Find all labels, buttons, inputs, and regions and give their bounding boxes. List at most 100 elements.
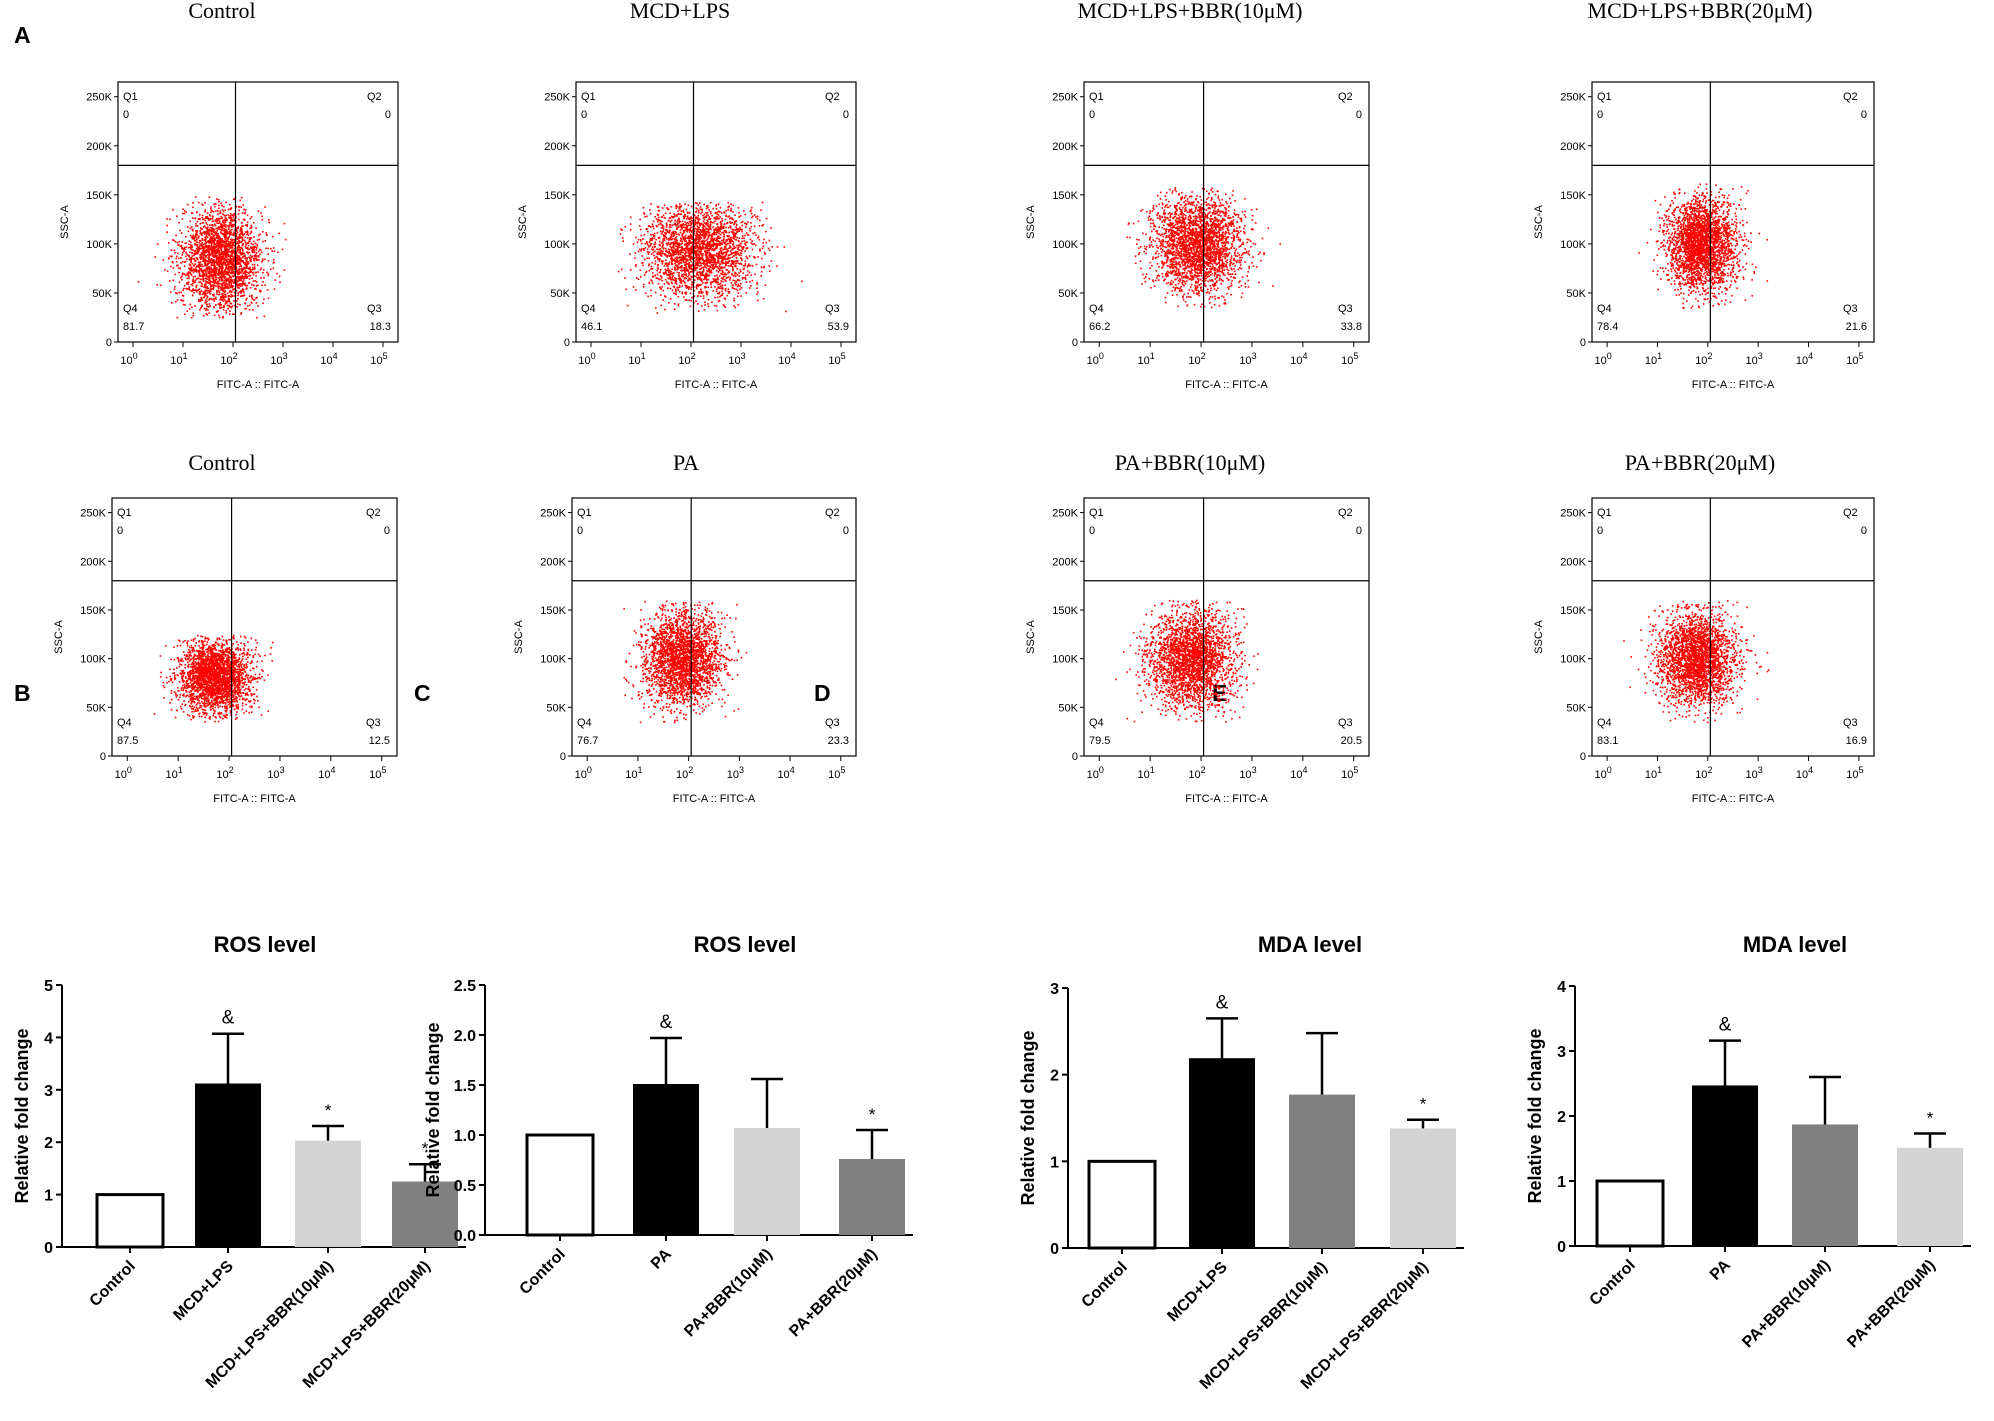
scatter-point (221, 289, 223, 292)
scatter-point (251, 256, 253, 259)
scatter-point (206, 251, 208, 253)
scatter-point (213, 262, 215, 265)
scatter-point (194, 244, 196, 246)
scatter-point (720, 252, 723, 254)
scatter-point (695, 244, 697, 247)
scatter-point (221, 228, 223, 231)
scatter-point (642, 264, 644, 267)
scatter-point (200, 247, 202, 250)
scatter-point (687, 243, 690, 246)
scatter-point (733, 305, 735, 307)
scatter-point (760, 270, 763, 273)
scatter-point (180, 262, 182, 264)
scatter-point (247, 272, 250, 275)
scatter-point (720, 287, 723, 290)
scatter-point (221, 217, 223, 219)
scatter-point (166, 224, 168, 227)
scatter-point (751, 265, 754, 267)
scatter-point (190, 226, 193, 228)
scatter-point (708, 242, 711, 245)
scatter-point (225, 241, 228, 243)
scatter-point (724, 230, 726, 232)
scatter-point (706, 262, 709, 265)
y-tick-label: 150K (86, 190, 112, 202)
scatter-point (666, 281, 668, 283)
scatter-point (195, 211, 198, 214)
scatter-point (678, 220, 680, 223)
scatter-point (226, 245, 229, 247)
scatter-point (690, 299, 692, 302)
scatter-point (689, 267, 692, 269)
scatter-point (667, 251, 670, 253)
scatter-point (202, 259, 204, 261)
scatter-point (679, 266, 682, 268)
scatter-point (670, 263, 673, 265)
scatter-point (243, 270, 246, 273)
scatter-point (250, 237, 253, 239)
scatter-point (715, 305, 718, 307)
scatter-point (684, 255, 687, 257)
scatter-point (656, 232, 659, 234)
scatter-point (251, 249, 253, 252)
scatter-point (704, 249, 706, 252)
scatter-point (187, 246, 190, 249)
scatter-point (248, 309, 251, 311)
scatter-point (262, 269, 265, 271)
scatter-point (743, 277, 746, 279)
scatter-point (225, 280, 227, 282)
scatter-point (216, 251, 219, 253)
scatter-point (696, 236, 699, 238)
scatter-point (186, 288, 188, 290)
scatter-point (248, 256, 250, 258)
scatter-point (227, 225, 229, 228)
scatter-point (709, 259, 711, 261)
scatter-point (212, 269, 214, 272)
scatter-point (214, 296, 217, 299)
scatter-point (712, 245, 715, 248)
scatter-point (226, 248, 229, 251)
scatter-point (650, 279, 652, 281)
scatter-point (690, 242, 693, 244)
scatter-point (230, 302, 233, 305)
scatter-point (689, 248, 691, 251)
flow-title: Control (188, 0, 255, 23)
scatter-point (651, 261, 654, 264)
scatter-point (656, 253, 659, 256)
scatter-point (715, 208, 718, 210)
scatter-point (683, 273, 685, 275)
scatter-point (671, 249, 674, 252)
scatter-point (190, 261, 192, 264)
scatter-point (203, 242, 206, 245)
scatter-point (757, 256, 759, 258)
scatter-point (237, 231, 239, 234)
scatter-point (197, 218, 200, 220)
scatter-point (184, 260, 187, 263)
scatter-point (735, 232, 737, 235)
scatter-point (661, 241, 664, 243)
scatter-point (698, 248, 701, 250)
scatter-point (222, 271, 224, 274)
scatter-point (715, 204, 718, 206)
scatter-point (204, 201, 206, 204)
scatter-point (231, 279, 233, 281)
scatter-point (704, 282, 707, 284)
scatter-point (222, 308, 225, 311)
scatter-point (720, 223, 722, 225)
scatter-point (224, 209, 227, 211)
scatter-point (227, 258, 230, 260)
x-tick-label: 105 (370, 351, 387, 367)
scatter-point (204, 295, 206, 297)
scatter-point (242, 281, 244, 284)
scatter-point (673, 247, 675, 249)
scatter-point (736, 289, 739, 292)
scatter-point (710, 228, 712, 231)
scatter-point (762, 245, 765, 247)
scatter-point (212, 224, 214, 227)
scatter-point (201, 270, 203, 272)
scatter-point (240, 312, 243, 314)
scatter-point (227, 214, 230, 216)
scatter-point (215, 246, 217, 248)
scatter-point (201, 228, 203, 230)
scatter-point (228, 236, 230, 238)
scatter-point (735, 220, 737, 222)
